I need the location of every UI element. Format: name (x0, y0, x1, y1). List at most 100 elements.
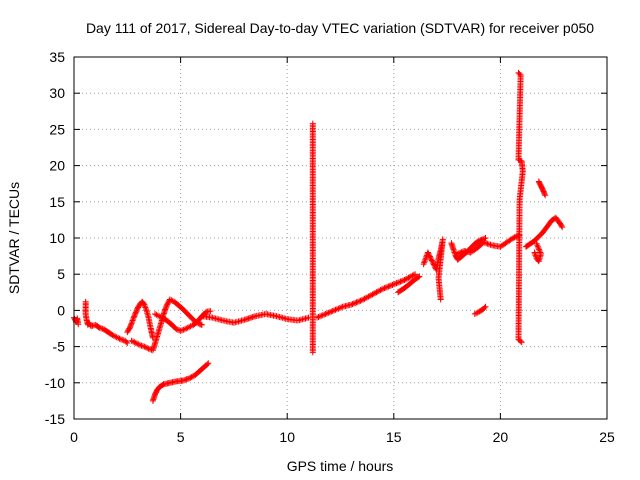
y-tick-label: 10 (49, 230, 65, 246)
y-tick-label: -10 (45, 375, 65, 391)
data-point (378, 286, 385, 293)
data-point (409, 272, 416, 279)
data-point (429, 258, 436, 265)
data-point (386, 283, 393, 289)
x-tick-label: 25 (599, 429, 615, 445)
data-point (425, 250, 432, 257)
data-point (424, 249, 431, 256)
data-point (428, 257, 435, 264)
data-point (437, 296, 444, 303)
data-point (361, 295, 368, 302)
y-tick-label: 0 (57, 302, 65, 318)
data-point (328, 308, 335, 315)
grid-lines (74, 57, 607, 419)
x-tick-label: 0 (70, 429, 78, 445)
data-point (537, 250, 544, 257)
data-point (558, 222, 565, 229)
data-point (427, 254, 434, 261)
data-point (331, 307, 338, 314)
data-point (396, 279, 403, 286)
data-point (141, 343, 148, 350)
data-point (510, 235, 517, 241)
chart-title: Day 111 of 2017, Sidereal Day-to-day VTE… (86, 20, 594, 36)
data-point (541, 191, 548, 197)
data-point (322, 311, 329, 317)
y-tick-label: 15 (49, 194, 65, 210)
data-point (352, 300, 359, 306)
data-point (380, 285, 387, 292)
data-point (533, 240, 540, 247)
axis-ticks (73, 56, 608, 420)
data-point (356, 298, 363, 305)
data-point (458, 249, 465, 256)
data-point (318, 312, 325, 319)
data-point (332, 306, 339, 313)
data-point (129, 317, 136, 324)
data-point (404, 275, 411, 282)
data-point (559, 224, 566, 231)
data-point (316, 313, 323, 320)
data-point (412, 271, 419, 278)
data-point (144, 345, 151, 351)
data-point (360, 296, 367, 303)
data-point (181, 326, 188, 333)
data-point (128, 321, 134, 328)
data-point (187, 374, 194, 381)
x-tick-label: 5 (177, 429, 185, 445)
data-point (116, 335, 123, 342)
data-point (204, 361, 211, 368)
y-axis-label: SDTVAR / TECUs (6, 182, 22, 294)
data-point (410, 271, 417, 278)
data-point (198, 321, 205, 328)
data-point (135, 341, 142, 348)
data-point (324, 310, 330, 317)
data-point (481, 304, 488, 311)
data-point (377, 287, 384, 294)
data-point (112, 333, 119, 340)
data-point (428, 256, 435, 263)
data-point (365, 293, 372, 300)
x-tick-label: 15 (386, 429, 402, 445)
data-point (325, 309, 332, 316)
data-point (205, 360, 212, 367)
data-point (518, 339, 525, 346)
data-point (366, 292, 373, 299)
data-point (372, 290, 379, 296)
data-point (430, 260, 437, 267)
data-point (335, 305, 342, 312)
x-tick-label: 20 (493, 429, 509, 445)
data-point (132, 340, 139, 346)
data-point (540, 187, 546, 194)
data-point (416, 273, 423, 280)
data-point (349, 301, 356, 308)
data-point (207, 308, 214, 315)
data-point (482, 235, 489, 241)
data-points (71, 69, 566, 404)
data-point (315, 314, 322, 320)
data-point (156, 313, 163, 320)
data-point (542, 192, 549, 199)
data-point (457, 249, 464, 256)
data-point (415, 274, 422, 281)
y-tick-label: 25 (49, 121, 65, 137)
data-point (535, 245, 542, 252)
data-point (154, 312, 161, 319)
data-point (536, 248, 543, 254)
data-point (338, 304, 345, 311)
y-tick-label: 5 (57, 266, 65, 282)
x-tick-labels: 0 5 10 15 20 25 (70, 429, 615, 445)
x-axis-label: GPS time / hours (287, 458, 394, 474)
data-point (321, 311, 328, 318)
data-point (405, 274, 412, 281)
data-point (124, 340, 131, 346)
data-point (516, 71, 523, 77)
data-point (393, 280, 400, 287)
data-point (329, 308, 336, 314)
data-point (123, 338, 130, 345)
plot-frame (73, 56, 608, 420)
y-tick-label: -5 (53, 339, 66, 355)
data-point (389, 281, 396, 288)
data-point (132, 309, 139, 316)
y-tick-label: 20 (49, 158, 65, 174)
